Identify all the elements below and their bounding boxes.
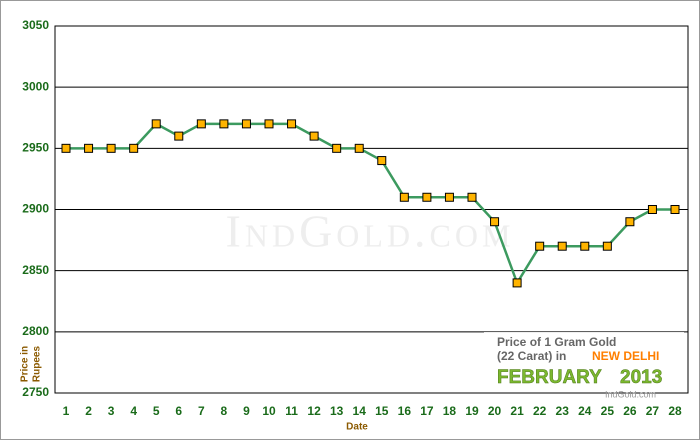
marker [602, 241, 612, 251]
info-line: (22 Carat) in [497, 349, 566, 363]
y-axis-label: Rupees [32, 346, 43, 383]
x-tick-label: 5 [153, 404, 160, 418]
plot-border [54, 25, 689, 394]
marker [535, 241, 545, 251]
x-tick-label: 22 [533, 404, 547, 418]
x-tick-label: 12 [307, 404, 321, 418]
x-tick-label: 26 [623, 404, 637, 418]
marker [354, 143, 364, 153]
x-axis-label: Date [346, 422, 368, 433]
info-footer: IndGold.com [605, 389, 656, 399]
x-tick-label: 4 [130, 404, 137, 418]
info-year: 2013 [620, 367, 662, 388]
x-tick-label: 2 [85, 404, 92, 418]
info-month: FEBRUARY [497, 367, 602, 388]
x-tick-label: 14 [353, 404, 367, 418]
watermark: IndGold.com [226, 206, 515, 257]
x-tick-label: 16 [398, 404, 412, 418]
x-tick-label: 1 [63, 404, 70, 418]
info-line: Price of 1 Gram Gold [497, 335, 616, 349]
x-tick-label: 6 [175, 404, 182, 418]
x-tick-label: 21 [510, 404, 524, 418]
y-tick-label: 3000 [22, 79, 49, 93]
marker [332, 143, 342, 153]
x-tick-label: 7 [198, 404, 205, 418]
x-tick-label: 3 [108, 404, 115, 418]
marker [512, 278, 522, 288]
marker [61, 143, 71, 153]
marker [647, 205, 657, 214]
x-tick-label: 28 [668, 404, 682, 418]
y-tick-label: 2850 [22, 263, 49, 277]
x-tick-label: 15 [375, 404, 389, 418]
info-city: NEW DELHI [592, 349, 659, 363]
marker [467, 192, 477, 202]
marker [670, 205, 680, 214]
marker [625, 217, 635, 227]
marker [557, 241, 567, 251]
marker [129, 143, 139, 153]
info-box: Price of 1 Gram Gold (22 Carat) in NEW D… [484, 332, 684, 399]
marker [422, 192, 432, 202]
x-tick-label: 25 [601, 404, 615, 418]
marker [264, 119, 274, 129]
marker [84, 143, 94, 153]
y-tick-label: 3050 [22, 18, 49, 32]
marker [219, 119, 229, 129]
x-tick-label: 23 [556, 404, 570, 418]
x-tick-label: 13 [330, 404, 344, 418]
x-tick-label: 24 [578, 404, 592, 418]
marker [490, 217, 500, 227]
marker [151, 119, 161, 129]
line [66, 122, 675, 286]
y-tick-label: 2950 [22, 141, 49, 155]
x-tick-label: 9 [243, 404, 250, 418]
marker [444, 192, 454, 202]
x-tick-label: 18 [443, 404, 457, 418]
marker [241, 119, 251, 129]
info-box-bg [484, 332, 684, 392]
x-tick-label: 11 [285, 404, 298, 418]
y-axis-label: Price in [20, 346, 31, 382]
x-tick-label: 10 [262, 404, 276, 418]
x-tick-label: 19 [465, 404, 479, 418]
y-tick-label: 2750 [22, 385, 49, 399]
marker [399, 192, 409, 202]
marker [174, 131, 184, 141]
marker [196, 119, 206, 129]
marker [309, 131, 319, 141]
y-tick-label: 2800 [22, 324, 49, 338]
marker [377, 156, 387, 166]
y-tick-label: 2900 [22, 202, 49, 216]
x-tick-label: 27 [646, 404, 660, 418]
marker [580, 241, 590, 251]
x-tick-label: 8 [221, 404, 228, 418]
marker [287, 119, 297, 129]
marker [106, 143, 116, 153]
x-tick-label: 20 [488, 404, 502, 418]
x-tick-label: 17 [420, 404, 434, 418]
